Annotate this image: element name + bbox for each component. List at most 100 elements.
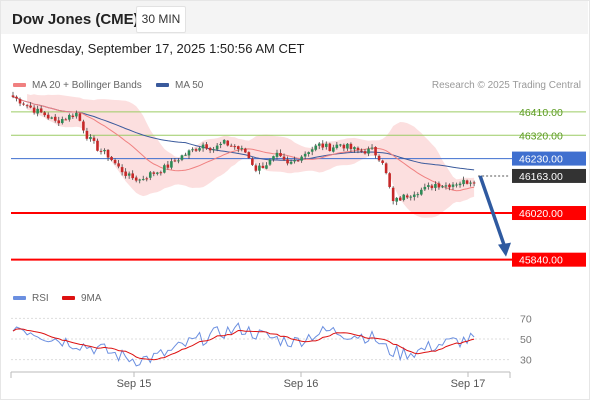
- level-tag-bg: [512, 151, 586, 166]
- candle-body: [163, 165, 166, 173]
- candle-body: [332, 147, 335, 152]
- candle-body: [148, 172, 152, 178]
- legend-rsi: RSI: [13, 293, 49, 304]
- forecast-arrow-head: [498, 242, 511, 257]
- candle-body: [159, 172, 163, 174]
- candle-body: [68, 114, 71, 120]
- candle-body: [64, 119, 68, 121]
- forecast-arrow-shaft: [478, 175, 507, 249]
- legend-ma20-label: MA 20 + Bollinger Bands: [32, 80, 142, 91]
- candle-body: [215, 145, 219, 150]
- candle-body: [339, 144, 342, 146]
- candle-body: [244, 148, 247, 153]
- candle-body: [233, 146, 237, 148]
- candle-body: [412, 194, 416, 197]
- candle-body: [29, 105, 32, 108]
- level-tag-text: 46163.00: [519, 171, 563, 183]
- candle-body: [367, 148, 370, 154]
- candle-body: [208, 148, 212, 151]
- candle-body: [275, 152, 279, 157]
- candle-body: [53, 116, 57, 121]
- candle-body: [409, 196, 413, 198]
- level-tag-text: 45840.00: [519, 255, 563, 267]
- header-bar: Dow Jones (CME) 30 MIN: [1, 1, 588, 34]
- candle-body: [356, 147, 360, 150]
- x-tick-label: Sep 15: [117, 378, 152, 390]
- level-label-text: 46320.00: [519, 130, 563, 142]
- candle-body: [117, 163, 120, 167]
- candle-body: [349, 143, 353, 150]
- rsi-tick-label: 30: [520, 355, 532, 367]
- candle-body: [120, 167, 124, 173]
- candle-body: [198, 148, 201, 151]
- candle-body: [307, 152, 310, 154]
- candle-body: [321, 143, 325, 148]
- candle-body: [251, 158, 254, 165]
- candle-body: [398, 197, 402, 201]
- candle-body: [22, 103, 25, 105]
- rsi-swatch: [13, 296, 26, 301]
- candle-body: [106, 149, 110, 158]
- candle-body: [458, 183, 462, 186]
- candle-body: [405, 195, 409, 198]
- candle-body: [240, 148, 244, 150]
- legend-ma20: MA 20 + Bollinger Bands: [13, 80, 142, 91]
- candle-body: [226, 140, 230, 146]
- candle-body: [395, 197, 398, 202]
- candle-body: [303, 153, 307, 157]
- candle-body: [219, 143, 222, 146]
- level-tag-bg: [512, 252, 586, 267]
- candle-body: [363, 151, 367, 154]
- candle-body: [317, 143, 321, 146]
- datetime-label: Wednesday, September 17, 2025 1:50:56 AM…: [13, 41, 305, 56]
- candle-body: [289, 161, 293, 164]
- candle-body: [268, 159, 272, 165]
- candle-body: [229, 145, 233, 147]
- timeframe-button[interactable]: 30 MIN: [136, 6, 186, 33]
- instrument-title: Dow Jones (CME): [12, 11, 139, 28]
- candle-body: [384, 163, 388, 174]
- candle-body: [360, 150, 363, 152]
- legend-ma50-label: MA 50: [175, 80, 204, 91]
- candle-body: [134, 177, 138, 181]
- candle-body: [71, 115, 75, 117]
- legend-rsi-label: RSI: [32, 293, 49, 304]
- candle-body: [286, 159, 289, 164]
- level-label-text: 46410.00: [519, 107, 563, 119]
- x-tick-label: Sep 16: [284, 378, 319, 390]
- candle-body: [96, 140, 99, 151]
- candle-body: [328, 143, 332, 152]
- candle-body: [265, 165, 268, 169]
- candle-body: [127, 173, 131, 176]
- candle-body: [391, 187, 395, 202]
- rsi-tick-label: 70: [520, 313, 532, 325]
- candle-body: [141, 179, 145, 181]
- candle-body: [43, 112, 46, 116]
- legend-ma50: MA 50: [156, 80, 203, 91]
- candle-body: [89, 136, 92, 140]
- candle-body: [448, 184, 451, 188]
- candle-body: [441, 186, 444, 188]
- ma50-swatch: [156, 83, 169, 88]
- rsi-ma-swatch: [62, 296, 75, 301]
- candle-body: [279, 153, 282, 157]
- candle-body: [177, 160, 180, 162]
- candle-body: [296, 160, 300, 162]
- candle-body: [258, 165, 261, 171]
- candle-body: [32, 107, 36, 113]
- candle-body: [472, 182, 476, 184]
- candle-body: [85, 130, 89, 139]
- candle-body: [131, 173, 134, 179]
- candle-body: [434, 184, 437, 188]
- candle-body: [388, 173, 391, 187]
- candle-body: [212, 149, 215, 151]
- candle-body: [353, 147, 356, 150]
- rsi-line: [12, 322, 475, 367]
- candle-body: [145, 178, 149, 180]
- candle-body: [156, 172, 159, 174]
- candle-body: [430, 185, 434, 189]
- candle-body: [423, 186, 427, 190]
- candle-body: [50, 117, 54, 119]
- candle-body: [236, 146, 240, 150]
